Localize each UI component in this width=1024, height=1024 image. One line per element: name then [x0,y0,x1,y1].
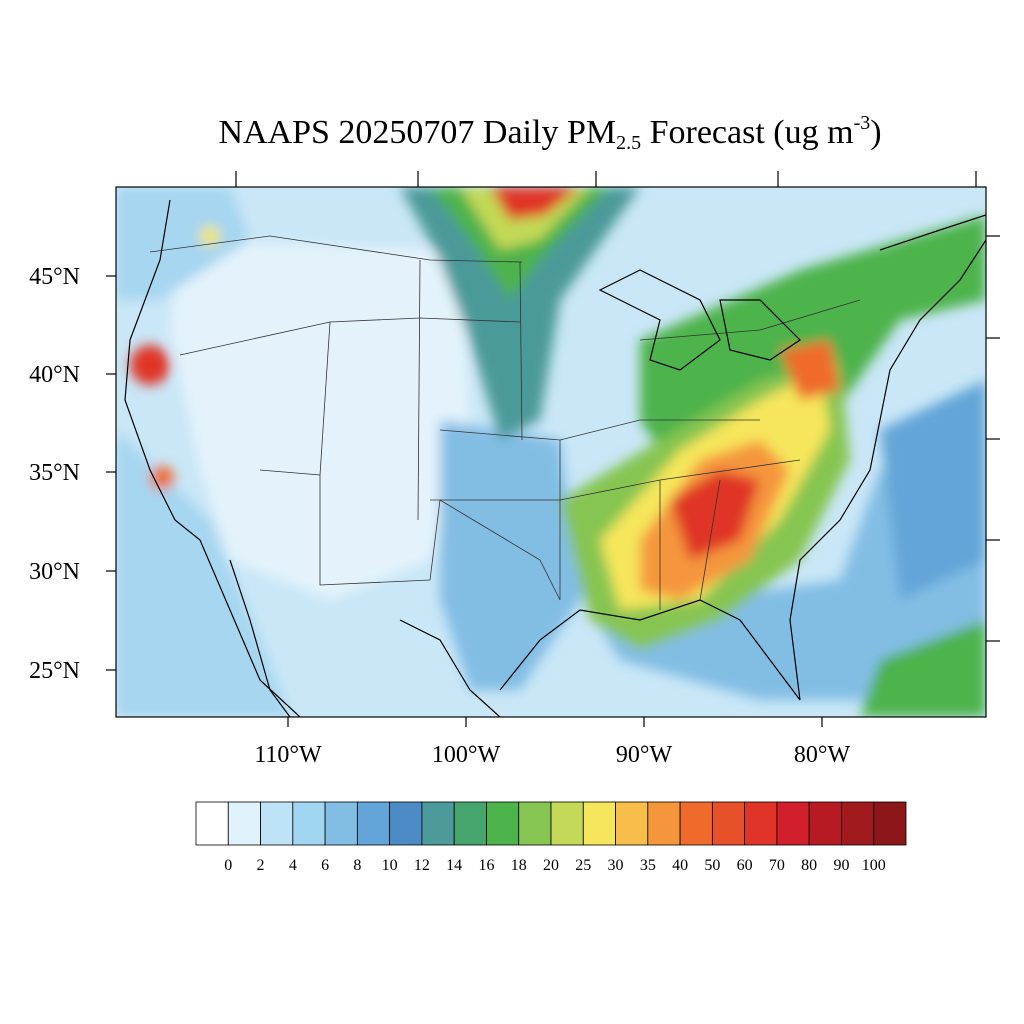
colorbar-level-label: 60 [737,857,753,874]
lon-label-100: 100°W [432,742,501,768]
colorbar-swatch [647,801,681,846]
colorbar-swatch [873,801,907,846]
colorbar-level-label: 25 [575,857,591,874]
colorbar-swatch [776,801,810,846]
colorbar-level-label: 30 [608,857,624,874]
colorbar-swatch [841,801,875,846]
colorbar-level-label: 8 [353,857,361,874]
lon-label-90: 90°W [616,742,673,768]
title-suffix: ) [870,114,882,151]
colorbar-level-label: 10 [382,857,398,874]
colorbar-swatch [421,801,455,846]
colorbar-swatch [389,801,423,846]
lon-label-110: 110°W [254,742,322,768]
colorbar-swatch [679,801,713,846]
colorbar-level-label: 6 [321,857,329,874]
colorbar-swatch [615,801,649,846]
colorbar-swatch [356,801,391,846]
lat-label-35: 35°N [29,460,80,486]
axis-ticks [106,171,1000,727]
colorbar-swatch [518,801,552,846]
colorbar-swatch [550,801,584,846]
colorbar-swatch [227,801,261,846]
title-subscript: 2.5 [616,132,642,154]
concentration-field [116,187,986,717]
colorbar-level-label: 18 [511,857,527,874]
colorbar-level-label: 16 [478,857,494,874]
pm25-colorbar: 0 2 4 6 8 10 12 14 16 18 20 25 30 35 40 50 60 70 80 90 100 [195,801,907,874]
colorbar-level-label: 4 [289,857,297,874]
lat-label-45: 45°N [29,264,80,290]
lat-label-40: 40°N [29,362,80,388]
colorbar-swatch [582,801,616,846]
longitude-labels: 110°W 100°W 90°W 80°W [254,742,850,768]
lat-label-25: 25°N [29,658,80,684]
colorbar-swatch [324,801,358,846]
colorbar-level-label: 90 [833,857,849,874]
colorbar-swatch [195,801,229,846]
title-superscript: -3 [853,112,871,134]
map-title: NAAPS 20250707 Daily PM2.5 Forecast (ug … [0,112,1024,155]
colorbar-level-label: 14 [446,857,462,874]
colorbar-level-label: 100 [862,857,886,874]
colorbar-level-label: 50 [704,857,720,874]
colorbar-swatch [453,801,487,846]
colorbar-swatch [744,801,778,846]
title-middle: Forecast (ug m [641,114,854,151]
lon-label-80: 80°W [794,742,851,768]
colorbar-swatch [808,801,842,846]
colorbar-swatch [711,801,746,846]
colorbar-level-label: 35 [640,857,656,874]
colorbar-swatch [486,801,520,846]
colorbar-level-label: 70 [769,857,785,874]
coastlines [124,199,986,717]
state-boundaries [149,235,861,610]
lat-label-30: 30°N [29,559,80,585]
colorbar-level-label: 0 [224,857,232,874]
colorbar-level-label: 2 [257,857,265,874]
colorbar-level-label: 12 [414,857,430,874]
map-frame [115,186,987,718]
colorbar-level-label: 20 [543,857,559,874]
colorbar-level-label: 80 [801,857,817,874]
colorbar-level-label: 40 [672,857,688,874]
colorbar-swatch [260,801,294,846]
title-prefix: NAAPS 20250707 Daily PM [218,114,617,151]
latitude-labels: 45°N 40°N 35°N 30°N 25°N [29,264,80,684]
colorbar-swatch [292,801,326,846]
